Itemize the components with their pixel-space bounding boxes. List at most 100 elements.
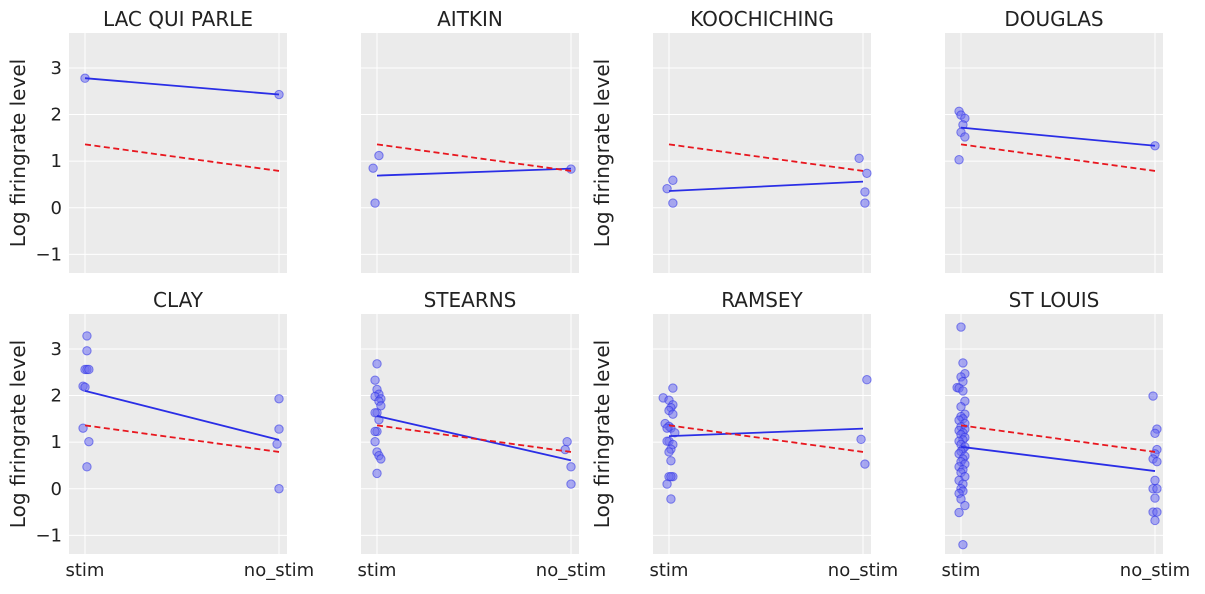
data-point bbox=[272, 439, 282, 449]
plot-area bbox=[653, 314, 871, 554]
panel-stearns: STEARNS stim no_stim bbox=[358, 288, 607, 581]
data-point bbox=[668, 175, 678, 185]
data-point bbox=[860, 187, 870, 197]
data-point bbox=[376, 454, 386, 464]
data-point bbox=[84, 436, 94, 447]
panel-title: KOOCHICHING bbox=[690, 7, 834, 31]
pooled-fit-line bbox=[84, 424, 280, 453]
data-point bbox=[862, 168, 872, 178]
data-point bbox=[958, 539, 968, 550]
data-point bbox=[1150, 493, 1160, 503]
pooled-fit-line bbox=[668, 143, 864, 172]
x-tick-label: stim bbox=[650, 560, 689, 581]
data-point bbox=[566, 479, 576, 489]
x-tick-label: no_stim bbox=[1120, 560, 1190, 581]
data-point bbox=[668, 383, 678, 393]
pooled-fit-line bbox=[960, 424, 1156, 453]
data-point bbox=[958, 358, 968, 368]
plot-area bbox=[361, 314, 579, 554]
y-axis-label: Log firingrate level bbox=[590, 340, 614, 528]
plot-area bbox=[945, 33, 1163, 273]
data-point bbox=[82, 462, 92, 472]
data-point bbox=[562, 436, 572, 447]
data-point bbox=[370, 426, 380, 437]
data-point bbox=[666, 471, 676, 482]
data-point bbox=[274, 484, 284, 494]
county-fit-line bbox=[960, 445, 1156, 472]
pooled-fit-line bbox=[960, 143, 1156, 172]
data-point bbox=[958, 386, 968, 396]
data-point bbox=[368, 163, 378, 173]
data-point bbox=[956, 322, 966, 332]
data-point bbox=[1152, 507, 1162, 517]
y-tick-label: 2 bbox=[51, 105, 62, 126]
panel-ramsey: RAMSEY Log firingrate level stim no_stim bbox=[590, 288, 898, 581]
pooled-fit-line bbox=[376, 424, 572, 453]
data-point bbox=[82, 331, 92, 341]
data-point bbox=[860, 198, 870, 208]
pooled-fit-line bbox=[84, 143, 280, 172]
data-point bbox=[954, 155, 964, 165]
data-point bbox=[860, 459, 870, 469]
data-point bbox=[854, 153, 864, 164]
y-tick-label: 0 bbox=[51, 198, 62, 219]
y-tick-label: 1 bbox=[51, 151, 62, 172]
data-point bbox=[662, 479, 672, 489]
data-point bbox=[862, 375, 872, 385]
panel-lac-qui-parle: LAC QUI PARLE −1 0 1 2 3 Log firingrate level bbox=[6, 7, 287, 273]
data-point bbox=[1152, 484, 1162, 494]
data-point bbox=[372, 468, 382, 479]
data-point bbox=[856, 434, 866, 445]
x-tick-label: stim bbox=[66, 560, 105, 581]
data-point bbox=[370, 436, 380, 447]
pooled-fit-line bbox=[376, 143, 572, 172]
data-point bbox=[274, 424, 284, 434]
data-point bbox=[960, 500, 970, 511]
county-fit-line bbox=[84, 77, 280, 96]
county-fit-line bbox=[668, 427, 864, 437]
x-tick-label: no_stim bbox=[828, 560, 898, 581]
data-point bbox=[370, 375, 380, 385]
data-point bbox=[80, 382, 90, 392]
panel-douglas: DOUGLAS bbox=[945, 7, 1163, 273]
y-axis-label: Log firingrate level bbox=[6, 340, 30, 528]
data-point bbox=[372, 359, 382, 369]
panel-title: LAC QUI PARLE bbox=[103, 7, 253, 31]
y-tick-label: 0 bbox=[51, 479, 62, 500]
panel-koochiching: KOOCHICHING Log firingrate level bbox=[590, 7, 872, 273]
y-tick-label: 1 bbox=[51, 432, 62, 453]
data-point bbox=[1150, 515, 1160, 526]
plot-area bbox=[69, 33, 287, 273]
data-point bbox=[370, 408, 380, 418]
county-fit-line bbox=[668, 180, 864, 192]
county-fit-line bbox=[84, 390, 280, 441]
x-tick-label: stim bbox=[358, 560, 397, 581]
data-point bbox=[1150, 428, 1160, 439]
y-tick-label: 3 bbox=[51, 339, 62, 360]
panel-title: RAMSEY bbox=[721, 288, 803, 312]
panel-aitkin: AITKIN bbox=[361, 7, 579, 273]
data-point bbox=[566, 462, 576, 472]
y-tick-label: 2 bbox=[51, 386, 62, 407]
county-fit-line bbox=[376, 167, 572, 177]
panel-clay: CLAY −1 0 1 2 3 Log firingrate level stim no_sti… bbox=[6, 288, 314, 581]
data-point bbox=[666, 456, 676, 466]
x-tick-label: no_stim bbox=[244, 560, 314, 581]
data-point bbox=[666, 494, 676, 504]
panel-st-louis: ST LOUIS stim no_stim bbox=[942, 288, 1191, 581]
data-point bbox=[668, 198, 678, 208]
y-tick-label: 3 bbox=[51, 58, 62, 79]
pooled-fit-line bbox=[668, 424, 864, 453]
data-point bbox=[1152, 457, 1162, 467]
x-tick-label: stim bbox=[942, 560, 981, 581]
data-point bbox=[560, 444, 570, 455]
data-point bbox=[84, 364, 94, 375]
data-point bbox=[954, 507, 964, 518]
data-point bbox=[376, 401, 386, 411]
plot-area bbox=[653, 33, 871, 273]
x-tick-label: no_stim bbox=[536, 560, 606, 581]
y-tick-label: −1 bbox=[35, 244, 62, 265]
y-axis-label: Log firingrate level bbox=[590, 59, 614, 247]
